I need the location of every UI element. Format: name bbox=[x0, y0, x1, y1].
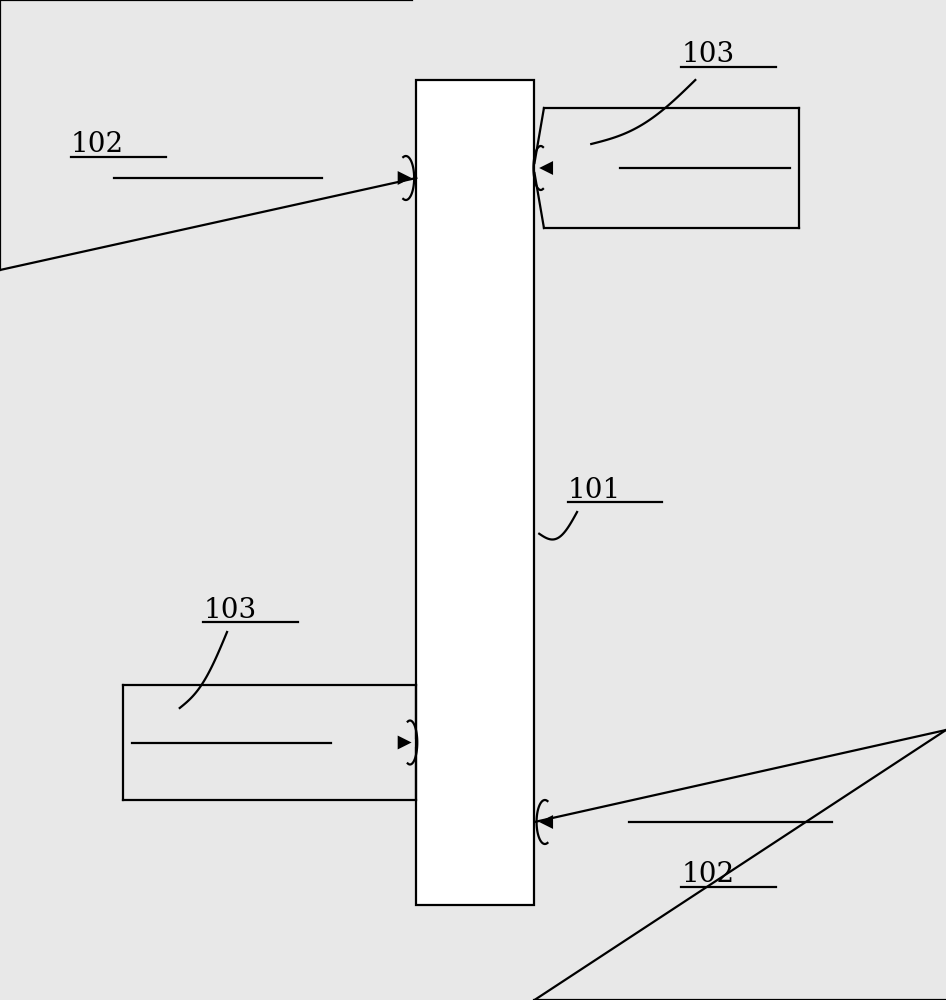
Bar bbox=[416, 80, 534, 905]
Text: 101: 101 bbox=[568, 477, 621, 504]
Text: 103: 103 bbox=[203, 596, 256, 624]
Text: 102: 102 bbox=[71, 131, 124, 158]
Text: 103: 103 bbox=[681, 41, 734, 68]
Text: 102: 102 bbox=[681, 861, 734, 888]
